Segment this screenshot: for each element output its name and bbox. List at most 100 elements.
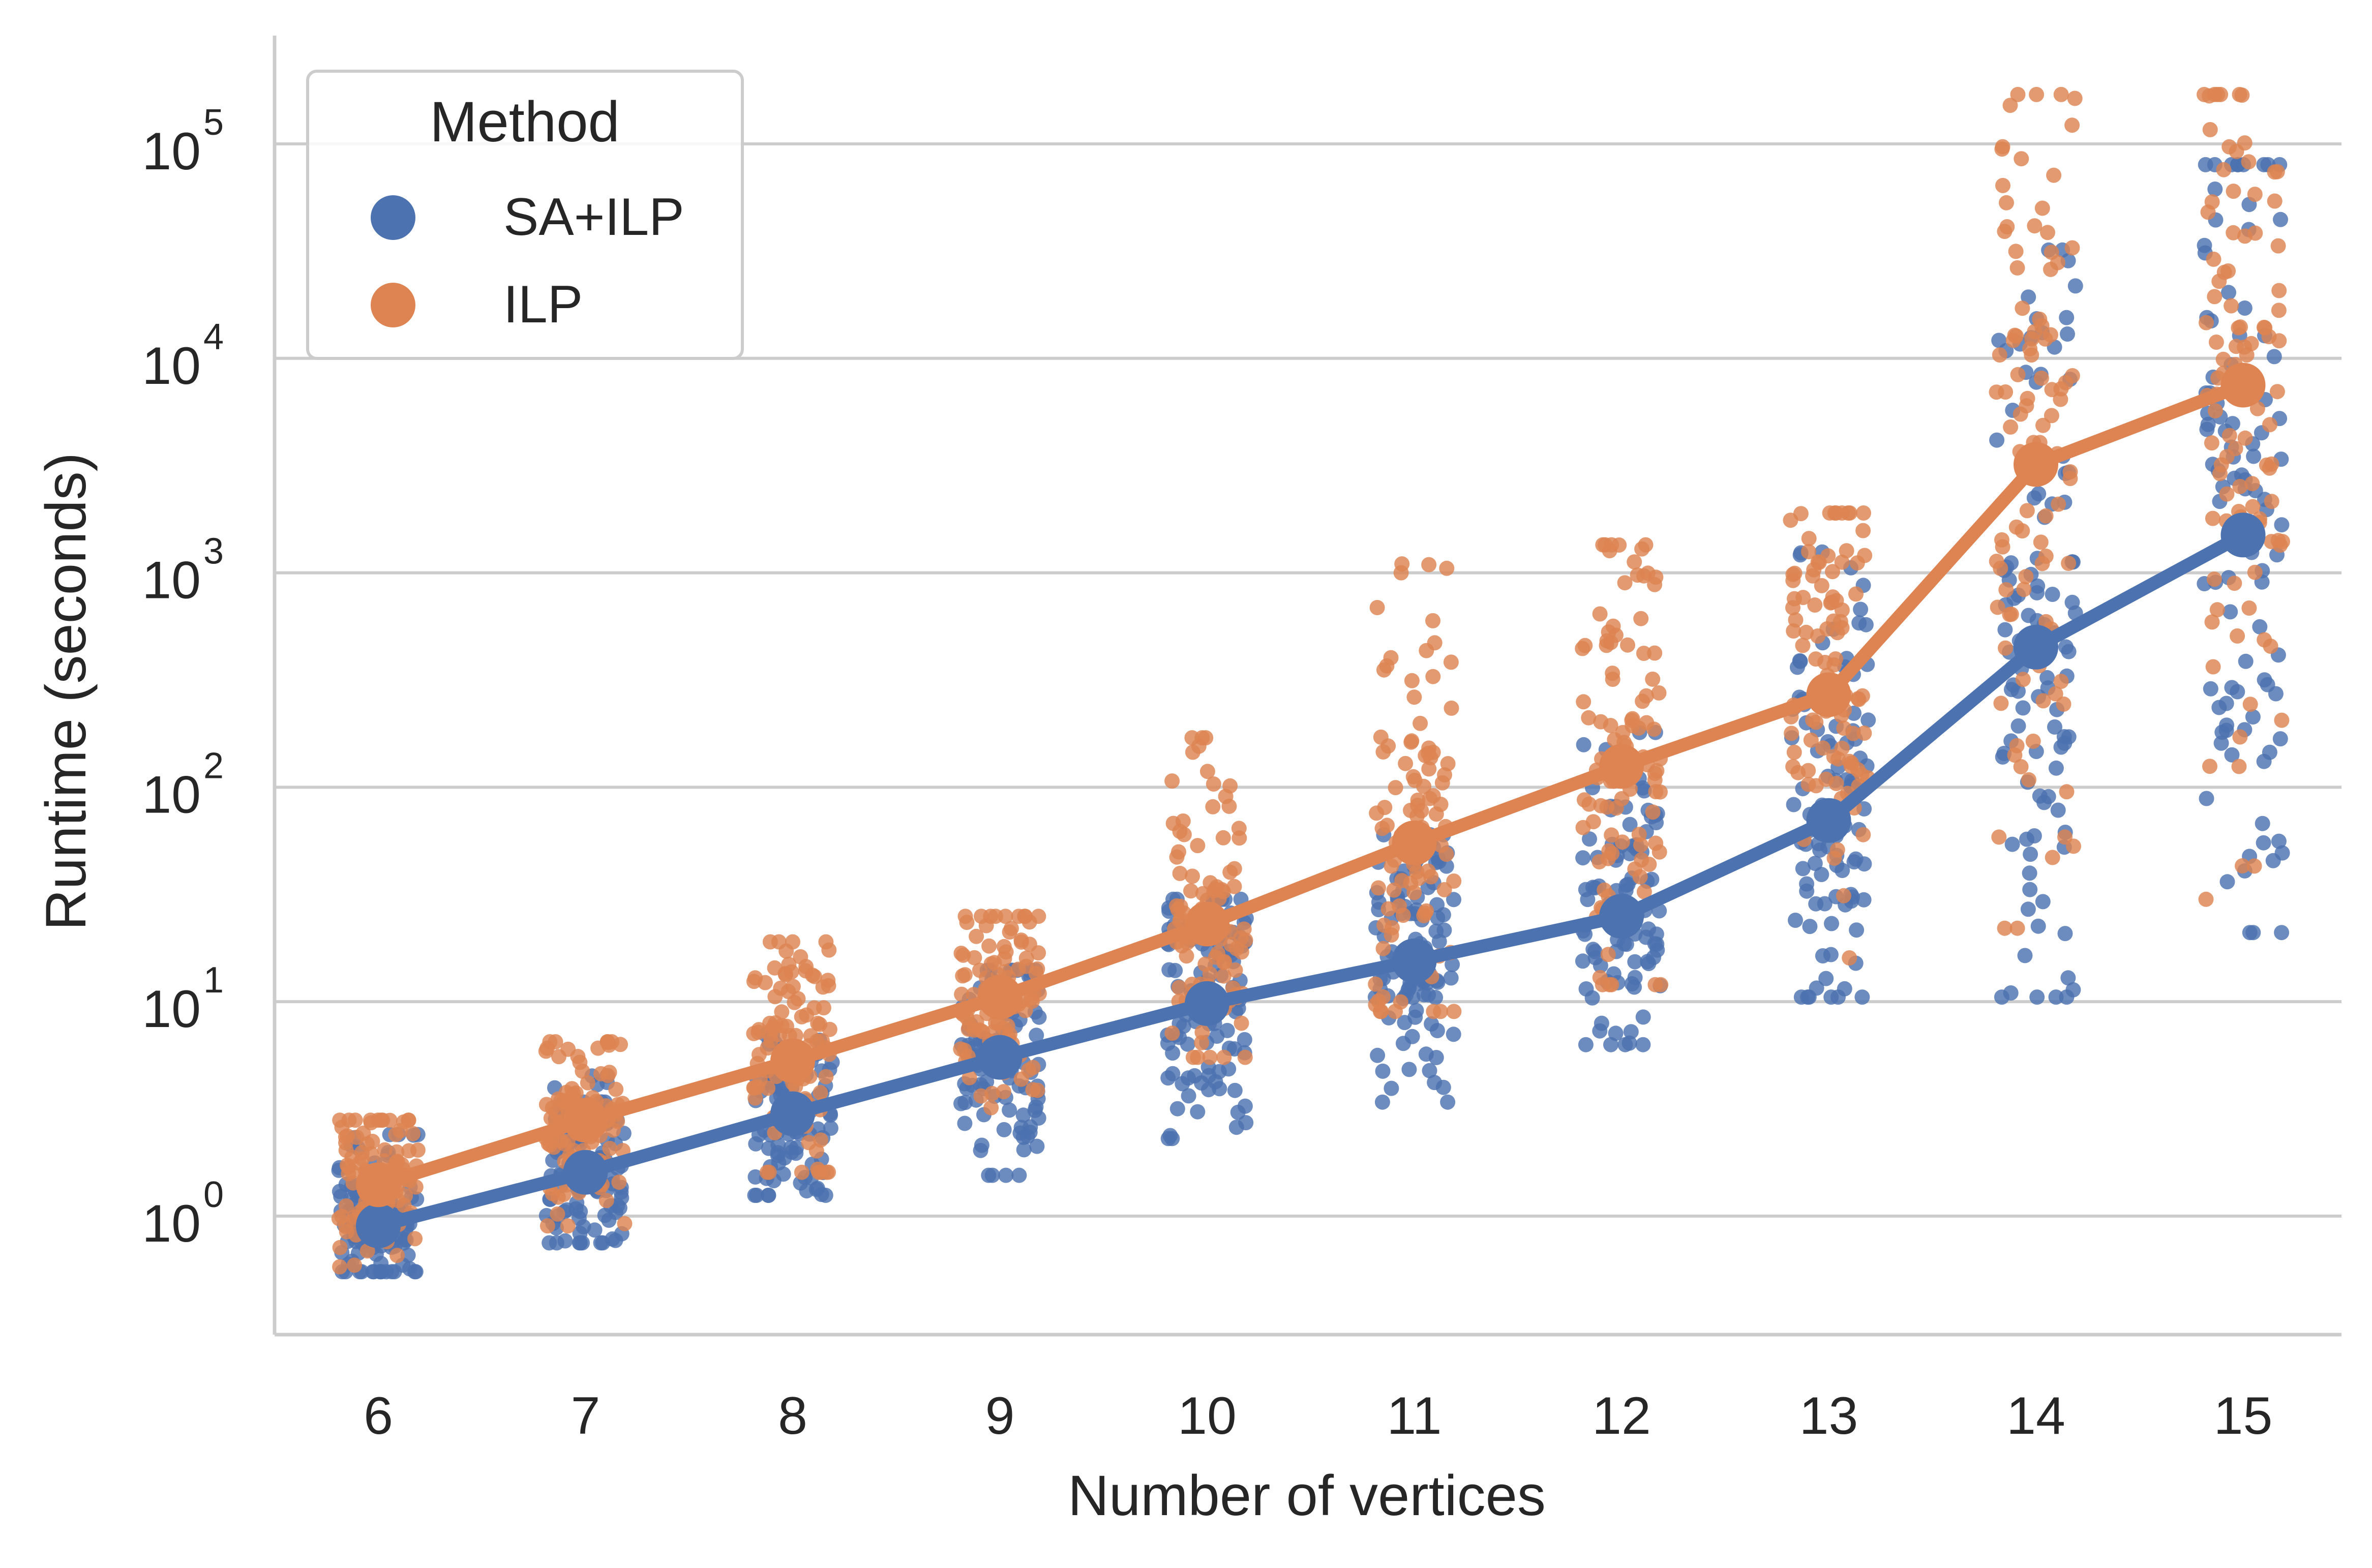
strip-point [1422, 1063, 1437, 1078]
strip-point [2227, 576, 2242, 591]
strip-point [1605, 666, 1620, 681]
strip-point [407, 1231, 423, 1247]
strip-point [332, 1259, 348, 1275]
strip-point [1401, 1062, 1417, 1077]
strip-point [954, 986, 970, 1002]
strip-point [1578, 981, 1594, 997]
strip-point [1585, 942, 1601, 957]
strip-point [1850, 691, 1866, 707]
mean-line-sa-ilp [372, 528, 2250, 1233]
strip-point [2232, 478, 2248, 494]
strip-point [2033, 370, 2049, 386]
strip-point [1021, 1062, 1037, 1078]
strip-point [2004, 836, 2020, 852]
strip-point [575, 1063, 590, 1079]
strip-point [572, 1235, 587, 1251]
strip-point [1444, 700, 1459, 716]
strip-point [996, 1122, 1012, 1137]
legend-marker-ilp [371, 283, 415, 327]
strip-point [2246, 858, 2262, 874]
strip-point [983, 1100, 999, 1115]
strip-point [1992, 347, 2007, 363]
strip-point [2022, 882, 2038, 897]
strip-point [1190, 1104, 1206, 1120]
strip-point [2030, 918, 2046, 934]
legend-marker-sa-ilp [371, 195, 415, 240]
strip-point [794, 1009, 809, 1024]
strip-point [996, 1084, 1011, 1100]
strip-point [757, 975, 773, 990]
mean-marker [977, 1035, 1023, 1080]
strip-point [1855, 827, 1871, 842]
strip-point [2021, 289, 2036, 305]
strip-point [1783, 512, 1798, 528]
strip-point [1802, 919, 1818, 934]
strip-point [2246, 448, 2262, 464]
strip-point [1172, 980, 1187, 996]
strip-point [1374, 1094, 1390, 1110]
strip-point [2231, 759, 2247, 774]
strip-point [2060, 970, 2076, 986]
strip-point [1575, 850, 1591, 866]
strip-point [2273, 212, 2288, 227]
strip-point [1421, 557, 1437, 572]
strip-point [1002, 924, 1017, 940]
strip-point [2224, 298, 2239, 314]
strip-point [1842, 950, 1857, 966]
y-tick-label: 10 [142, 122, 201, 181]
strip-point [1636, 884, 1652, 899]
strip-point [814, 1187, 829, 1202]
strip-point [2215, 351, 2231, 367]
strip-point [2226, 184, 2241, 199]
strip-point [598, 1193, 614, 1209]
y-tick-label: 10 [142, 551, 201, 610]
strip-point [1638, 688, 1654, 704]
strip-point [2060, 326, 2075, 342]
strip-point [2221, 285, 2236, 300]
strip-point [2013, 759, 2029, 774]
x-tick-label: 15 [2214, 1386, 2273, 1445]
strip-point [1994, 141, 2010, 157]
strip-point [1592, 854, 1607, 869]
strip-point [2249, 401, 2265, 416]
strip-point [2242, 697, 2258, 712]
strip-point [2243, 336, 2259, 351]
strip-point [1604, 537, 1619, 553]
strip-point [1991, 829, 2007, 845]
strip-point [2051, 496, 2066, 512]
strip-point [778, 967, 793, 983]
strip-point [2207, 182, 2223, 197]
y-tick-exponent: 3 [203, 531, 224, 572]
strip-point [1406, 689, 1422, 705]
strip-point [1856, 726, 1872, 741]
strip-point [1823, 947, 1839, 962]
strip-point [593, 1235, 609, 1251]
mean-marker [977, 975, 1023, 1020]
strip-point [1011, 909, 1027, 924]
strip-point [773, 980, 789, 996]
strip-point [763, 1033, 779, 1048]
strip-point [1989, 432, 2005, 448]
strip-point [389, 1154, 405, 1169]
strip-point [580, 1075, 595, 1091]
strip-point [798, 959, 814, 975]
strip-point [2274, 712, 2290, 728]
strip-point [2064, 240, 2080, 256]
strip-point [339, 1224, 354, 1240]
strip-point [811, 1164, 827, 1180]
strip-point [2204, 435, 2219, 451]
mean-marker [1806, 798, 1851, 843]
strip-point [953, 1041, 969, 1057]
strip-point [605, 1231, 620, 1247]
strip-point [2030, 578, 2046, 594]
strip-point [1397, 1015, 1413, 1031]
y-tick-label: 10 [142, 337, 201, 396]
strip-point [1575, 953, 1590, 969]
strip-point [1428, 1050, 1444, 1065]
strip-point [2228, 339, 2244, 354]
strip-point [2209, 602, 2225, 618]
strip-point [2056, 696, 2071, 712]
strip-point [2204, 614, 2220, 630]
strip-point [2211, 700, 2227, 715]
strip-point [1187, 1068, 1203, 1083]
